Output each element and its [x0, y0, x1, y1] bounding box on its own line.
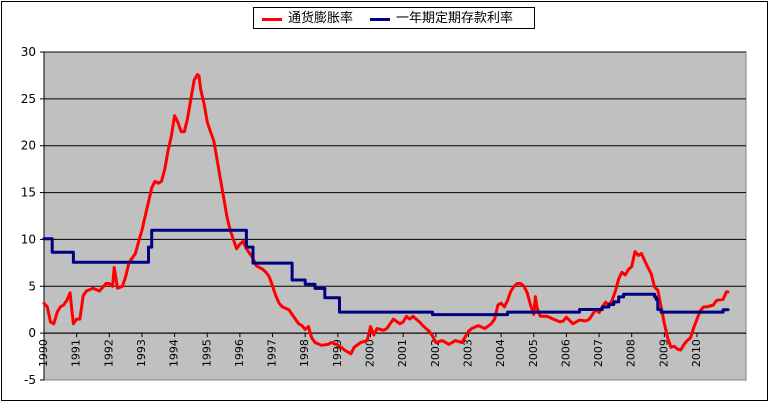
- x-tick-label: 2006: [559, 339, 572, 367]
- legend-label-deposit-rate: 一年期定期存款利率: [396, 11, 514, 26]
- x-tick-label: 1990: [37, 339, 50, 367]
- series-line-deposit-rate: [42, 228, 730, 317]
- x-tick-label: 2004: [494, 339, 507, 367]
- y-tick-labels: -5 0 5 10 15 20 25 30: [21, 45, 36, 387]
- x-tick-label: 2010: [690, 339, 703, 367]
- x-tick-label: 2005: [527, 339, 540, 367]
- axes: [40, 51, 746, 381]
- y-tick-label: 0: [28, 326, 36, 340]
- x-tick-label: 1996: [233, 339, 246, 367]
- x-tick-label: 1993: [135, 339, 148, 367]
- y-tick-label: 30: [21, 45, 36, 59]
- x-tick-labels: 1990 1991 1992 1993 1994 1995 1996 1997 1998 1999…: [37, 339, 703, 367]
- y-tick-label: 25: [21, 92, 36, 106]
- x-tick-label: 2008: [625, 339, 638, 367]
- legend-label-inflation: 通货膨胀率: [288, 11, 354, 26]
- y-tick-label: 10: [21, 232, 36, 246]
- series-line-inflation: [42, 73, 730, 356]
- x-tick-label: 2009: [657, 339, 670, 367]
- plot-background: [43, 51, 747, 381]
- x-tick-label: 1998: [298, 339, 311, 367]
- series-lines: [42, 73, 730, 356]
- x-tick-label: 1991: [70, 339, 83, 367]
- y-tick-label: 20: [21, 139, 36, 153]
- x-tick-label: 2000: [364, 339, 377, 367]
- x-tick-label: 2001: [396, 339, 409, 367]
- x-tick-label: 1997: [266, 339, 279, 367]
- x-tick-label: 2007: [592, 339, 605, 367]
- legend-swatch-inflation: [262, 18, 282, 21]
- x-tick-label: 1992: [102, 339, 115, 367]
- x-tick-label: 1995: [200, 339, 213, 367]
- gridlines: [44, 51, 746, 334]
- legend-swatch-deposit-rate: [370, 18, 390, 21]
- x-tick-label: 1994: [168, 339, 181, 367]
- x-tick-label: 2002: [429, 339, 442, 367]
- y-tick-label: 15: [21, 186, 36, 200]
- legend: 通货膨胀率 一年期定期存款利率: [253, 7, 535, 29]
- y-tick-label: 5: [28, 279, 36, 293]
- y-tick-label: -5: [24, 373, 36, 387]
- x-tick-label: 2003: [461, 339, 474, 367]
- plot-area: [43, 51, 747, 381]
